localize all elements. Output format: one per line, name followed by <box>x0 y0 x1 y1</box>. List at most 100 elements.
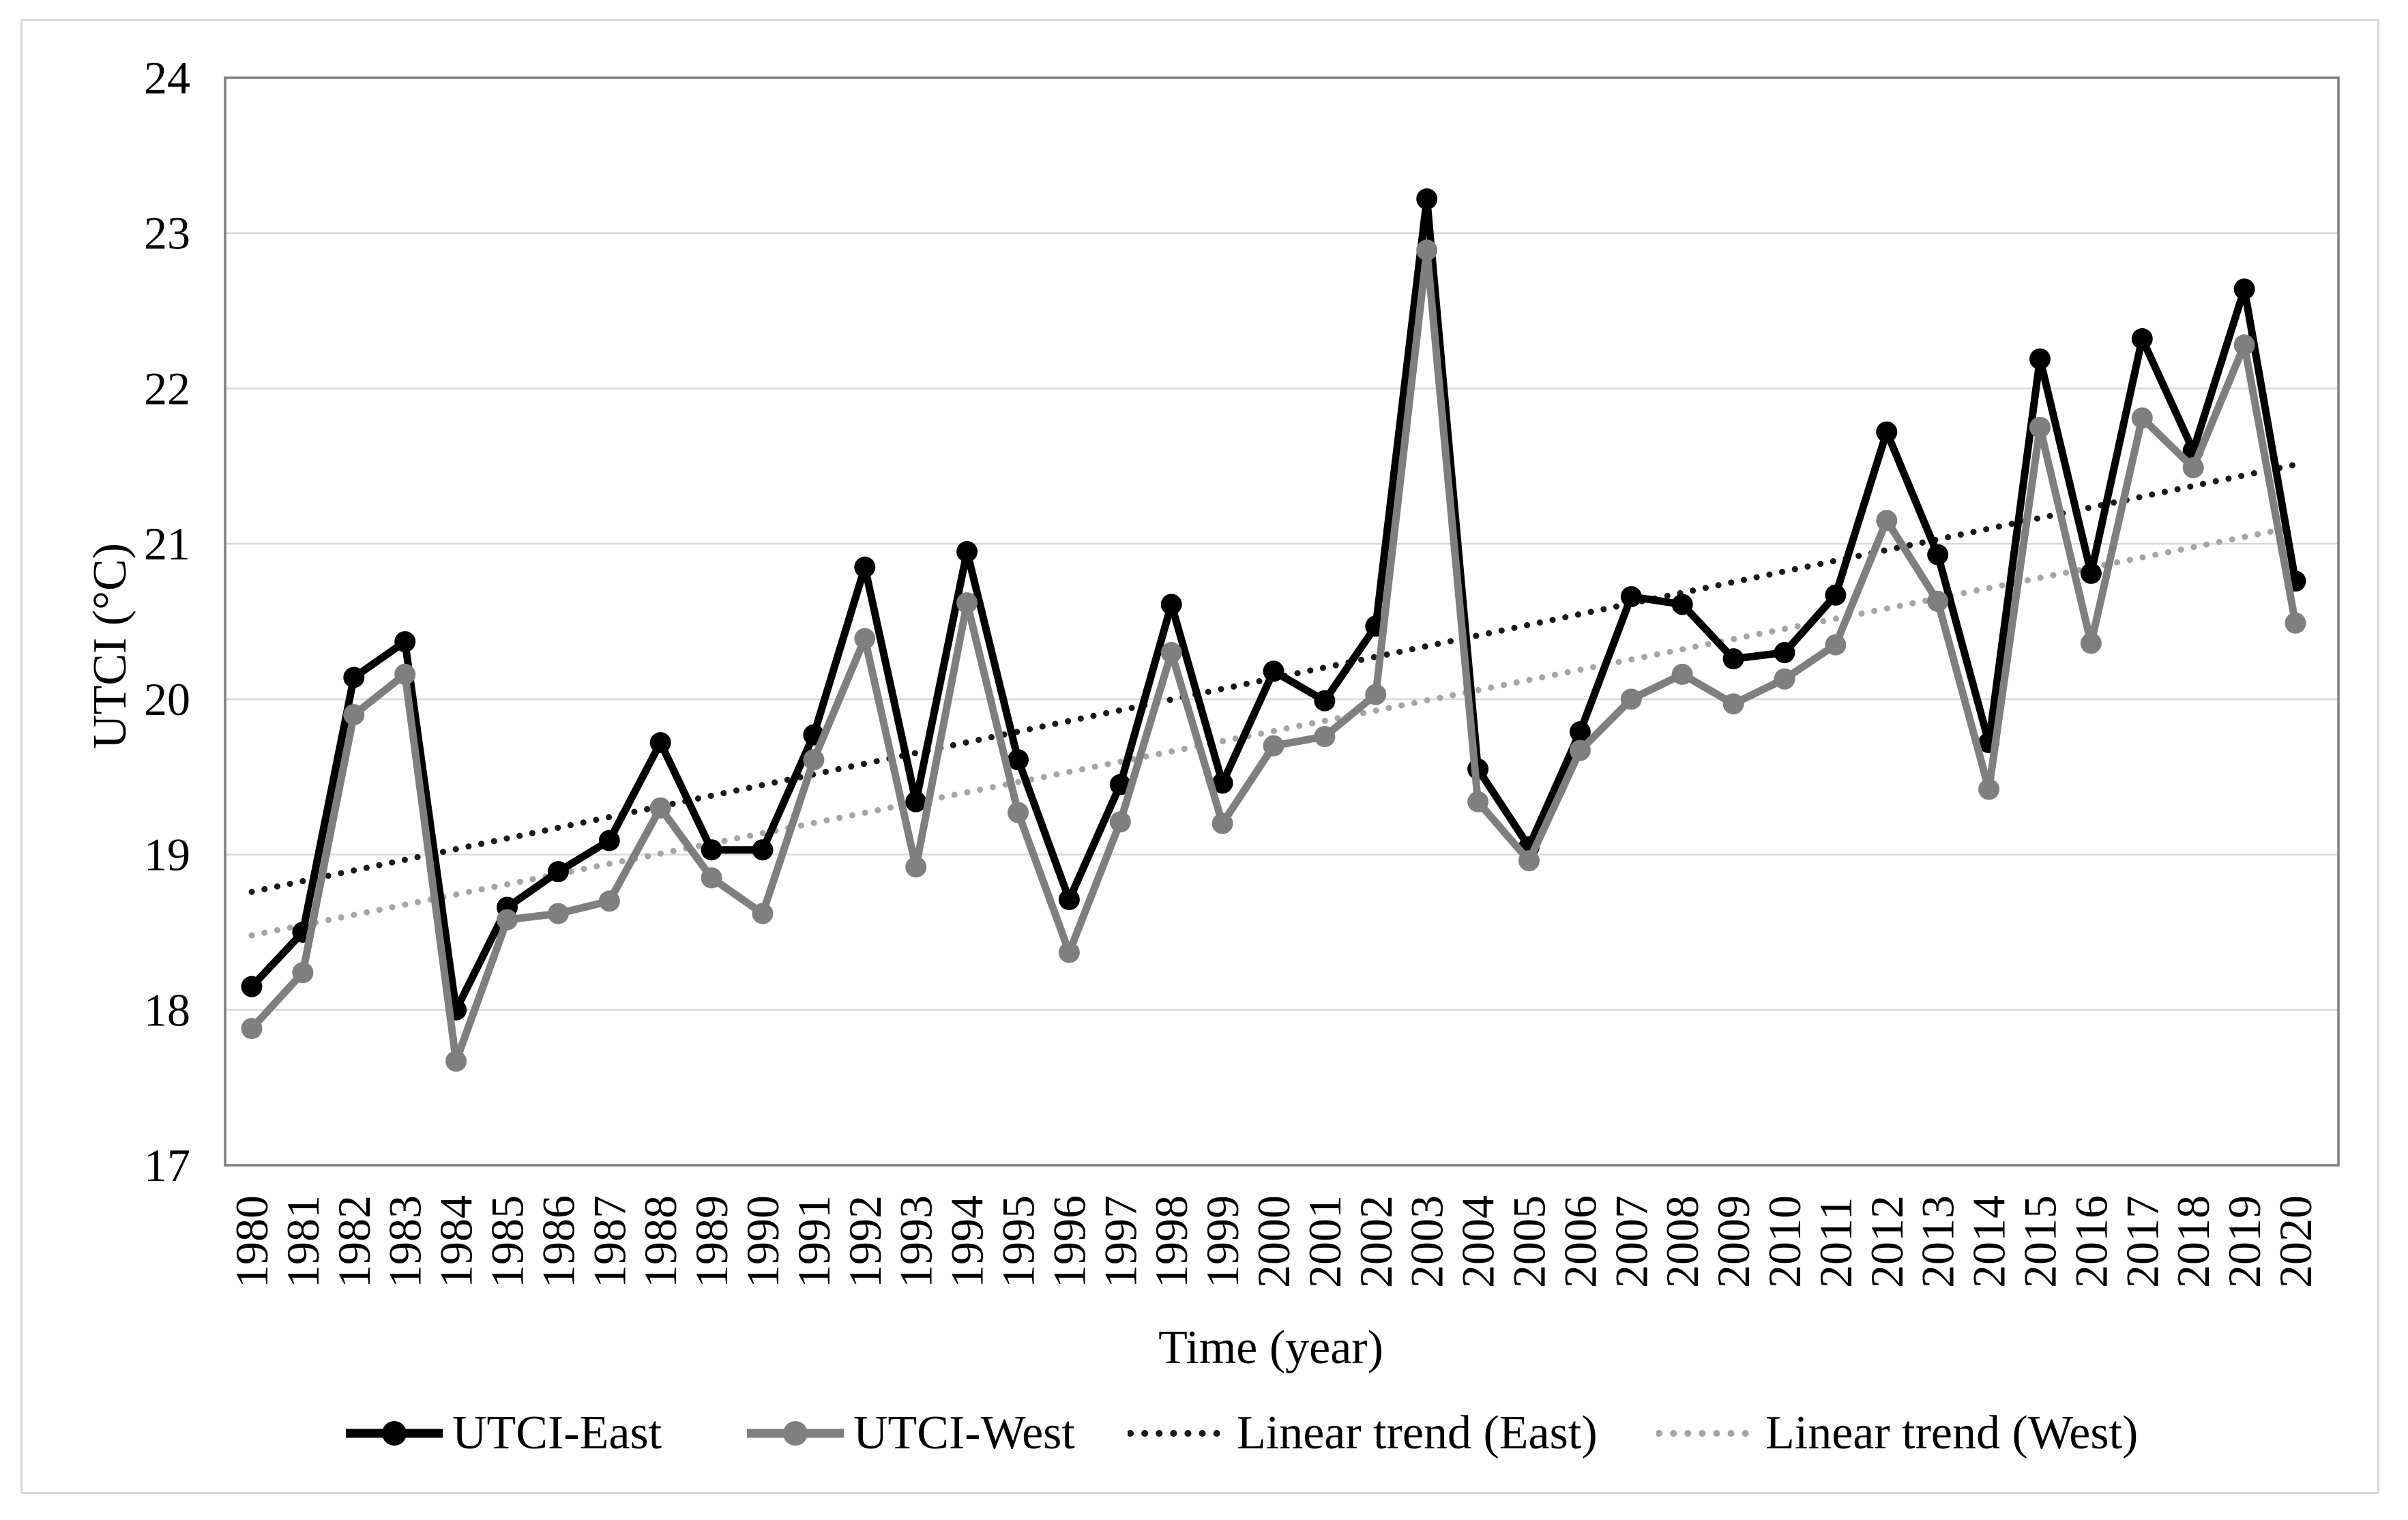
x-tick-label-2013: 2013 <box>1912 1195 1964 1288</box>
x-tick-label-2017: 2017 <box>2116 1195 2168 1288</box>
data-point-west-1984 <box>445 1051 467 1072</box>
plot-area <box>225 78 2338 1165</box>
data-point-west-2012 <box>1876 510 1897 531</box>
data-point-east-2008 <box>1672 594 1693 615</box>
x-tick-label-2014: 2014 <box>1963 1195 2015 1288</box>
x-tick-label-2020: 2020 <box>2270 1195 2321 1288</box>
data-point-east-1988 <box>650 732 671 753</box>
data-point-west-1999 <box>1212 813 1233 834</box>
data-point-east-2016 <box>2081 563 2102 584</box>
legend-label: UTCI-East <box>452 1406 662 1461</box>
data-point-west-2018 <box>2183 457 2204 478</box>
data-point-east-1992 <box>854 557 875 578</box>
chart-figure: 1718192021222324 198019811982198319841985… <box>20 19 2379 1494</box>
y-tick-label-23: 23 <box>144 207 190 259</box>
x-tick-label-2010: 2010 <box>1759 1195 1810 1288</box>
x-tick-label-2003: 2003 <box>1401 1195 1453 1288</box>
data-point-west-2008 <box>1672 664 1693 685</box>
legend-label: Linear trend (West) <box>1765 1406 2138 1461</box>
data-point-west-1997 <box>1110 811 1131 832</box>
legend-marker-dotted-east <box>1128 1413 1230 1454</box>
data-point-west-2006 <box>1570 740 1591 761</box>
data-point-east-2000 <box>1263 660 1284 682</box>
data-point-west-1994 <box>956 592 978 613</box>
data-point-west-2020 <box>2285 613 2306 634</box>
data-point-west-1983 <box>394 664 415 685</box>
data-point-west-2000 <box>1263 735 1284 757</box>
data-point-west-1987 <box>599 890 620 911</box>
data-point-west-2013 <box>1927 591 1948 612</box>
data-point-west-2009 <box>1723 693 1744 714</box>
y-tick-label-18: 18 <box>144 984 190 1036</box>
x-tick-label-1990: 1990 <box>737 1195 789 1288</box>
data-point-east-2017 <box>2132 328 2153 349</box>
legend-item-2: UTCI-West <box>744 1392 1075 1474</box>
x-tick-label-1980: 1980 <box>226 1195 278 1288</box>
data-point-east-2010 <box>1774 642 1795 663</box>
x-tick-label-2000: 2000 <box>1248 1195 1300 1288</box>
x-tick-labels: 1980198119821983198419851986198719881989… <box>226 1195 2321 1288</box>
data-point-west-1986 <box>548 903 569 924</box>
legend-item-3: Linear trend (East) <box>1128 1392 1598 1474</box>
x-tick-label-1987: 1987 <box>583 1195 635 1288</box>
data-point-east-1986 <box>548 861 569 882</box>
data-point-east-2009 <box>1723 648 1744 669</box>
x-tick-label-1998: 1998 <box>1145 1195 1197 1288</box>
x-axis-title: Time (year) <box>930 1321 1612 1375</box>
data-point-east-2015 <box>2029 349 2051 370</box>
data-point-west-1996 <box>1059 942 1080 963</box>
x-tick-label-2012: 2012 <box>1861 1195 1913 1288</box>
x-tick-label-1995: 1995 <box>993 1195 1044 1288</box>
legend-label: UTCI-West <box>853 1406 1075 1461</box>
data-point-east-1990 <box>752 839 774 860</box>
x-tick-label-1996: 1996 <box>1043 1195 1095 1288</box>
y-tick-labels: 1718192021222324 <box>144 52 190 1191</box>
data-point-west-1982 <box>343 704 364 725</box>
data-point-east-2019 <box>2234 278 2255 299</box>
x-tick-label-2015: 2015 <box>2014 1195 2066 1288</box>
data-point-west-2003 <box>1416 239 1437 261</box>
x-tick-label-2006: 2006 <box>1554 1195 1606 1288</box>
x-tick-label-1982: 1982 <box>328 1195 380 1288</box>
data-point-east-1994 <box>956 541 978 562</box>
data-point-west-2004 <box>1467 791 1488 813</box>
data-point-west-1995 <box>1008 802 1029 823</box>
y-axis-title: UTCI (°C) <box>83 441 138 851</box>
data-point-west-1992 <box>854 628 875 649</box>
data-point-west-1998 <box>1161 642 1182 663</box>
legend-marker-dotted-west <box>1656 1413 1759 1454</box>
data-point-east-2013 <box>1927 544 1948 566</box>
data-point-west-2002 <box>1365 684 1386 705</box>
data-point-west-1989 <box>701 867 722 888</box>
x-tick-label-2016: 2016 <box>2065 1195 2117 1288</box>
data-point-west-2015 <box>2029 417 2051 438</box>
x-tick-label-2007: 2007 <box>1605 1195 1657 1288</box>
data-point-east-2011 <box>1825 585 1846 606</box>
data-point-west-1981 <box>292 962 313 983</box>
data-point-west-1985 <box>497 909 518 931</box>
legend-label: Linear trend (East) <box>1237 1406 1598 1461</box>
data-point-west-1988 <box>650 798 671 819</box>
data-point-east-2003 <box>1416 188 1437 209</box>
x-tick-label-1999: 1999 <box>1196 1195 1248 1288</box>
y-tick-label-21: 21 <box>144 518 190 570</box>
x-tick-label-1985: 1985 <box>482 1195 533 1288</box>
x-tick-label-1988: 1988 <box>634 1195 686 1288</box>
legend-marker-line-east <box>343 1413 445 1454</box>
data-point-east-2007 <box>1621 586 1642 607</box>
data-point-east-1996 <box>1059 889 1080 910</box>
data-point-west-1980 <box>241 1018 263 1039</box>
data-point-west-2011 <box>1825 634 1846 656</box>
data-point-west-1990 <box>752 903 774 924</box>
data-point-west-2014 <box>1978 778 1999 800</box>
data-point-west-2017 <box>2132 407 2153 428</box>
data-point-west-2001 <box>1314 726 1335 747</box>
x-tick-label-1986: 1986 <box>532 1195 584 1288</box>
legend-marker-line-west <box>744 1413 847 1454</box>
data-point-east-1989 <box>701 839 722 860</box>
x-tick-label-1984: 1984 <box>430 1195 482 1288</box>
x-tick-label-1981: 1981 <box>277 1195 329 1288</box>
data-point-east-1980 <box>241 976 263 997</box>
x-tick-label-2001: 2001 <box>1299 1195 1351 1288</box>
x-tick-label-2008: 2008 <box>1656 1195 1708 1288</box>
